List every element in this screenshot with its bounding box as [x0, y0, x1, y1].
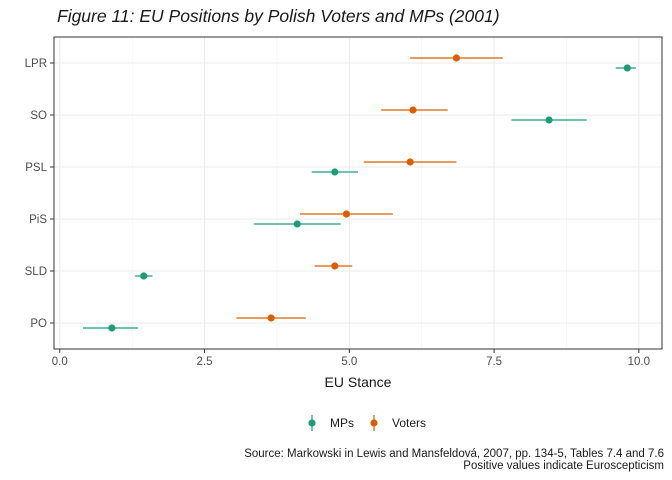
- x-tick-label: 2.5: [197, 356, 213, 368]
- y-tick-label-so: SO: [30, 110, 47, 122]
- note-caption: Positive values indicate Euroscepticism: [463, 460, 664, 472]
- legend-label-mps: MPs: [330, 416, 354, 430]
- y-tick-label-pis: PiS: [29, 214, 47, 226]
- point-mps-po: [108, 324, 116, 332]
- point-voters-pis: [342, 210, 351, 218]
- x-tick-label: 7.5: [486, 356, 502, 368]
- point-voters-sld: [331, 262, 339, 270]
- point-mps-pis: [293, 220, 301, 228]
- point-mps-so: [545, 116, 553, 124]
- x-tick-label: 5.0: [341, 356, 357, 368]
- y-tick-label-po: PO: [30, 318, 47, 330]
- point-mps-lpr: [623, 64, 631, 72]
- legend: MPs Voters: [308, 415, 426, 431]
- point-mps-sld: [140, 272, 148, 280]
- source-caption: Source: Markowski in Lewis and Mansfeldo…: [244, 448, 664, 460]
- x-tick-label: 0.0: [52, 356, 68, 368]
- point-voters-po: [267, 314, 275, 322]
- x-tick-label: 10.0: [628, 356, 650, 368]
- plot-panel: [53, 36, 663, 350]
- y-tick-label-psl: PSL: [25, 162, 47, 174]
- chart-title: Figure 11: EU Positions by Polish Voters…: [57, 6, 500, 26]
- point-voters-lpr: [452, 54, 461, 62]
- y-tick-label-lpr: LPR: [25, 58, 47, 70]
- legend-label-voters: Voters: [392, 416, 426, 430]
- data-marks: [82, 54, 636, 332]
- y-tick-label-sld: SLD: [25, 266, 47, 278]
- point-voters-psl: [406, 158, 414, 166]
- point-mps-psl: [331, 168, 339, 176]
- legend-key-point-mps: [308, 419, 316, 427]
- point-voters-so: [409, 106, 417, 114]
- grid-lines: [54, 37, 662, 349]
- x-axis-title: EU Stance: [325, 374, 392, 390]
- axes: 0.0 2.5 5.0 7.5 10.0 PO SLD PiS PSL SO LPR EU Stanc…: [25, 58, 650, 390]
- legend-key-point-voters: [370, 419, 378, 427]
